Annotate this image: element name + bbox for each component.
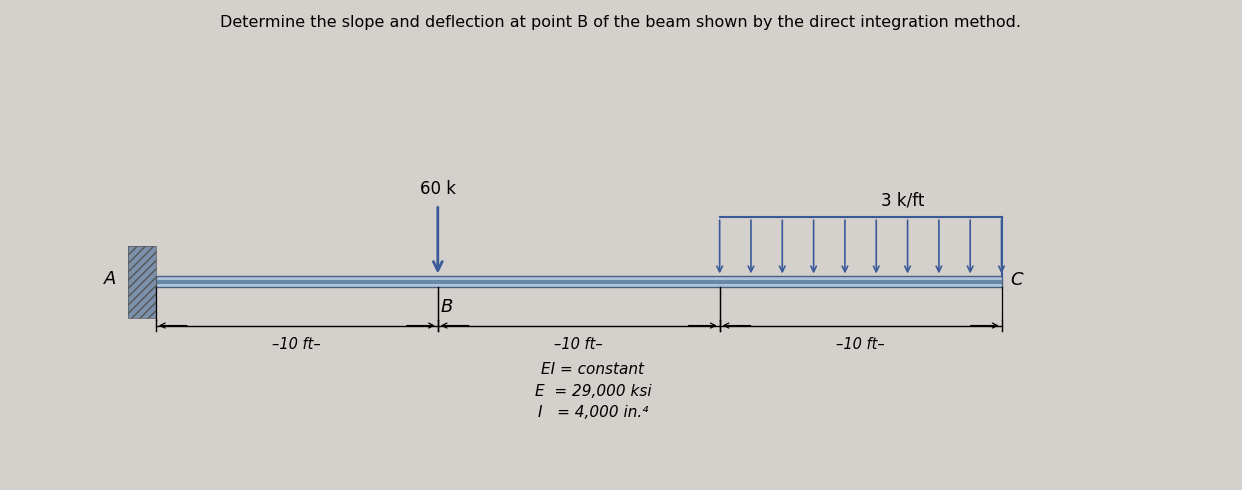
Bar <box>156 276 1001 280</box>
Text: EI = constant: EI = constant <box>542 362 645 377</box>
Text: I   = 4,000 in.⁴: I = 4,000 in.⁴ <box>538 405 648 420</box>
Text: 3 k/ft: 3 k/ft <box>881 192 924 210</box>
Text: B: B <box>441 298 453 317</box>
Text: –10 ft–: –10 ft– <box>836 337 886 352</box>
Text: Determine the slope and deflection at point B of the beam shown by the direct in: Determine the slope and deflection at po… <box>221 15 1021 30</box>
Text: –10 ft–: –10 ft– <box>554 337 604 352</box>
Text: –10 ft–: –10 ft– <box>272 337 322 352</box>
Text: 60 k: 60 k <box>420 180 456 198</box>
Bar <box>128 245 156 318</box>
Text: A: A <box>104 270 117 288</box>
Bar <box>128 245 156 318</box>
Text: E  = 29,000 ksi: E = 29,000 ksi <box>534 384 651 398</box>
Text: C: C <box>1010 271 1022 290</box>
Bar <box>156 276 1001 287</box>
Bar <box>156 285 1001 288</box>
Bar <box>156 280 1001 285</box>
